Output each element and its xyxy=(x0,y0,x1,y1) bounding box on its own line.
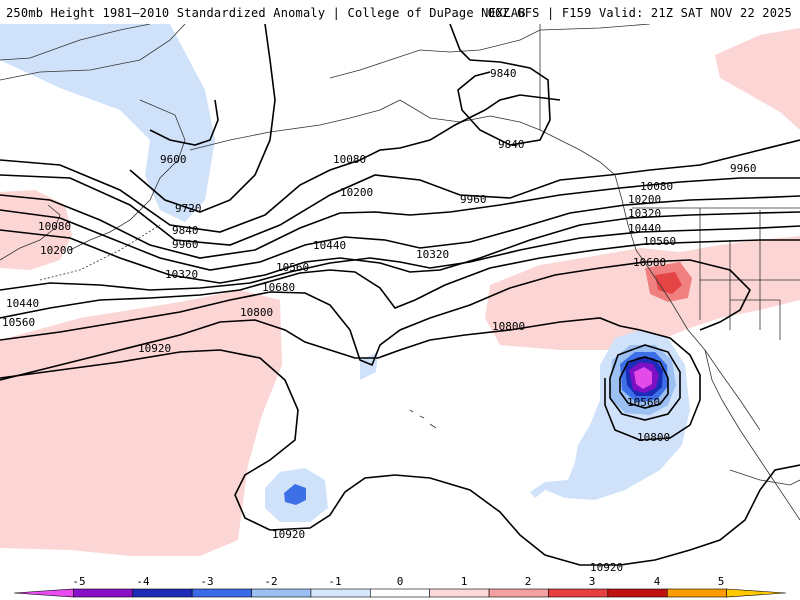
label-9600: 9600 xyxy=(160,153,187,166)
label-10680-middle: 10680 xyxy=(262,281,295,294)
contour-10920-outer xyxy=(0,349,800,566)
contour-9960 xyxy=(0,139,800,246)
mexico-coast xyxy=(704,349,800,521)
label-10560-middle: 10560 xyxy=(276,261,309,274)
label-9960-west: 9960 xyxy=(172,238,199,251)
label-9840-east: 9840 xyxy=(498,138,525,151)
colorbar-label: -3 xyxy=(200,575,213,588)
positive-anomaly-northeast xyxy=(715,28,800,130)
map-title: 250mb Height 1981–2010 Standardized Anom… xyxy=(6,6,526,20)
colorbar-swatch xyxy=(488,588,549,598)
colorbar-swatches xyxy=(13,588,787,598)
colorbar-swatch xyxy=(726,588,787,598)
colorbar-swatch xyxy=(13,588,74,598)
colorbar-label: -2 xyxy=(264,575,277,588)
colorbar-label: 0 xyxy=(397,575,404,588)
label-10080-east: 10080 xyxy=(640,180,673,193)
model-run-info: 06Z GFS | F159 Valid: 21Z SAT NOV 22 202… xyxy=(487,6,792,20)
asia-coast xyxy=(0,24,151,61)
colorbar-label: -1 xyxy=(328,575,341,588)
colorbar-swatch xyxy=(73,588,134,598)
hawaii xyxy=(409,409,437,429)
label-10800-middle: 10800 xyxy=(492,320,525,333)
colorbar-label: 2 xyxy=(525,575,532,588)
label-10920-west: 10920 xyxy=(138,342,171,355)
contour-10560 xyxy=(0,239,800,319)
colorbar-label: 1 xyxy=(461,575,468,588)
contour-9720 xyxy=(129,24,276,213)
negative-anomaly-southwest-core xyxy=(284,484,306,505)
date-line-dashed xyxy=(39,224,161,281)
colorbar-label: 4 xyxy=(654,575,661,588)
label-9960-middle: 9960 xyxy=(460,193,487,206)
colorbar-swatch xyxy=(370,588,430,598)
label-9840-west: 9840 xyxy=(172,224,199,237)
kamchatka-coast xyxy=(0,24,186,81)
label-10920-southeast: 10920 xyxy=(590,561,623,574)
contour-labels: 9600 9720 9840 9840 9840 9960 9960 9960 … xyxy=(2,67,757,574)
alaska-west xyxy=(329,24,651,79)
colorbar-swatch xyxy=(310,588,371,598)
negative-anomaly-cutoff-core xyxy=(634,367,652,389)
label-9960-east: 9960 xyxy=(730,162,757,175)
label-10320-west: 10320 xyxy=(165,268,198,281)
colorbar-label: -5 xyxy=(72,575,85,588)
height-contours xyxy=(0,24,800,566)
colorbar-label: -4 xyxy=(136,575,150,588)
colorbar-swatch xyxy=(607,588,668,598)
colorbar-swatch xyxy=(666,588,727,598)
label-10440-west: 10440 xyxy=(6,297,39,310)
negative-anomaly-trough xyxy=(360,352,378,380)
label-10080-middle: 10080 xyxy=(333,153,366,166)
positive-anomaly-california-core xyxy=(655,272,682,294)
colorbar-label: 5 xyxy=(718,575,725,588)
aleutians xyxy=(189,99,401,151)
colorbar-swatch xyxy=(191,588,252,598)
contour-10440 xyxy=(0,225,800,291)
label-10560-low: 10560 xyxy=(627,396,660,409)
label-10320-east: 10320 xyxy=(628,207,661,220)
colorbar-swatch xyxy=(132,588,193,598)
label-10320-middle: 10320 xyxy=(416,248,449,261)
contour-10680 xyxy=(0,259,751,367)
label-10800-low: 10800 xyxy=(637,431,670,444)
colorbar-label: 3 xyxy=(589,575,596,588)
label-9840-north: 9840 xyxy=(490,67,517,80)
contour-9840 xyxy=(0,94,561,233)
japan xyxy=(0,204,61,261)
label-10200-middle: 10200 xyxy=(340,186,373,199)
us-state-lines xyxy=(699,208,800,340)
anomaly-colorbar: -5 -4 -3 -2 -1 0 1 2 3 4 5 xyxy=(13,575,787,598)
colorbar-swatch xyxy=(251,588,312,598)
colorbar-swatch xyxy=(429,588,490,598)
colorbar-labels: -5 -4 -3 -2 -1 0 1 2 3 4 5 xyxy=(72,575,724,588)
contour-9600 xyxy=(149,99,219,146)
contour-9840-north xyxy=(449,24,551,146)
contour-10680-low xyxy=(609,344,681,421)
kamchatka-peninsula xyxy=(139,99,186,201)
label-10680-east: 10680 xyxy=(633,256,666,269)
central-america xyxy=(729,469,800,486)
positive-anomaly-southwest xyxy=(0,290,282,556)
label-10560-east: 10560 xyxy=(643,235,676,248)
label-10800-west: 10800 xyxy=(240,306,273,319)
label-10920-south: 10920 xyxy=(272,528,305,541)
label-9720: 9720 xyxy=(175,202,202,215)
negative-anomaly-northwest xyxy=(0,24,215,222)
contour-10800 xyxy=(0,317,701,441)
contour-10080 xyxy=(0,177,800,259)
map-header: 250mb Height 1981–2010 Standardized Anom… xyxy=(0,0,800,24)
label-10200-east: 10200 xyxy=(628,193,661,206)
colorbar-swatch xyxy=(548,588,609,598)
contour-10320 xyxy=(0,211,800,284)
label-10080-west: 10080 xyxy=(38,220,71,233)
label-10200-west: 10200 xyxy=(40,244,73,257)
label-10440-east: 10440 xyxy=(628,222,661,235)
anomaly-map: 9600 9720 9840 9840 9840 9960 9960 9960 … xyxy=(0,24,800,574)
label-10560-west: 10560 xyxy=(2,316,35,329)
label-10440-middle: 10440 xyxy=(313,239,346,252)
contour-10200 xyxy=(0,195,800,271)
contour-10560-low xyxy=(619,356,669,409)
